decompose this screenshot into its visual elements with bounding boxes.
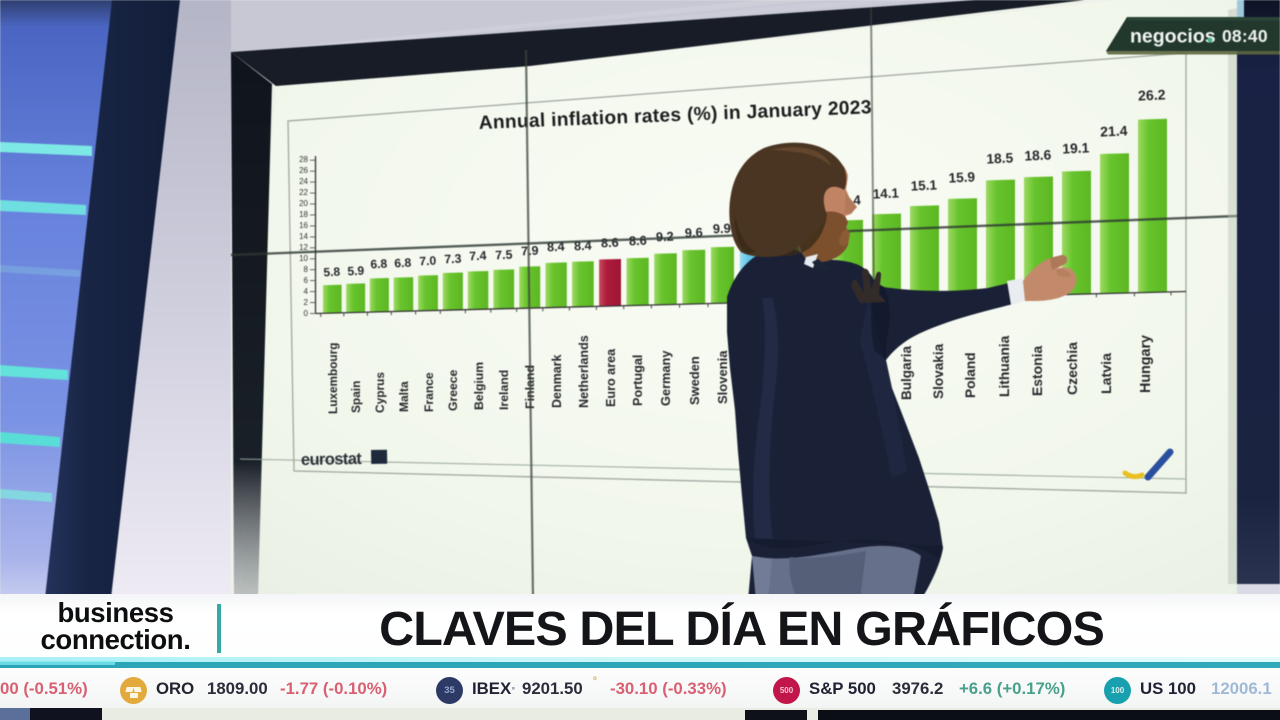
- svg-text:6: 6: [304, 276, 309, 285]
- svg-text:Cyprus: Cyprus: [373, 372, 387, 413]
- svg-text:Malta: Malta: [397, 381, 411, 412]
- svg-text:Denmark: Denmark: [550, 354, 564, 408]
- svg-text:France: France: [422, 372, 436, 412]
- svg-text:18.5: 18.5: [986, 150, 1014, 166]
- svg-text:6.8: 6.8: [394, 256, 412, 271]
- svg-text:15.9: 15.9: [948, 169, 976, 185]
- svg-text:Ireland: Ireland: [497, 370, 511, 410]
- svg-text:eurostat: eurostat: [301, 450, 363, 469]
- svg-text:2: 2: [304, 298, 309, 307]
- svg-text:5.9: 5.9: [347, 264, 365, 279]
- svg-text:Bulgaria: Bulgaria: [899, 345, 914, 400]
- svg-text:Portugal: Portugal: [631, 355, 645, 406]
- svg-text:7.5: 7.5: [495, 248, 513, 263]
- svg-text:Euro area: Euro area: [604, 348, 618, 407]
- svg-text:Latvia: Latvia: [1099, 353, 1115, 394]
- svg-text:9.2: 9.2: [656, 229, 674, 245]
- svg-text:8: 8: [304, 265, 309, 274]
- svg-text:28: 28: [299, 155, 308, 164]
- svg-text:Hungary: Hungary: [1138, 335, 1154, 393]
- svg-text:Czechia: Czechia: [1064, 342, 1080, 395]
- svg-text:negocios: negocios: [1130, 26, 1216, 48]
- svg-text:Lithuania: Lithuania: [997, 335, 1012, 397]
- svg-text:Slovenia: Slovenia: [715, 350, 730, 404]
- svg-text:Sweden: Sweden: [687, 356, 702, 405]
- svg-text:16: 16: [299, 221, 308, 230]
- svg-text:15.1: 15.1: [910, 177, 937, 193]
- svg-text:7.9: 7.9: [521, 244, 539, 259]
- svg-text:Estonia: Estonia: [1029, 346, 1045, 396]
- svg-text:10: 10: [299, 254, 308, 263]
- svg-text:Germany: Germany: [658, 350, 673, 406]
- svg-text:12: 12: [299, 243, 308, 252]
- svg-text:9.9: 9.9: [712, 221, 731, 237]
- svg-text:8.6: 8.6: [629, 233, 647, 249]
- svg-text:20: 20: [299, 199, 308, 208]
- svg-text:18: 18: [299, 210, 308, 219]
- svg-text:6.8: 6.8: [370, 257, 388, 272]
- svg-text:Greece: Greece: [446, 369, 460, 411]
- svg-text:8.6: 8.6: [601, 236, 619, 251]
- svg-text:24: 24: [299, 177, 308, 186]
- svg-text:Spain: Spain: [349, 381, 363, 413]
- svg-text:21.4: 21.4: [1100, 122, 1128, 139]
- svg-text:7.3: 7.3: [444, 252, 462, 267]
- svg-text:7.4: 7.4: [469, 249, 487, 264]
- svg-text:26: 26: [299, 166, 308, 175]
- svg-text:Slovakia: Slovakia: [931, 343, 946, 399]
- svg-text:Belgium: Belgium: [472, 362, 486, 410]
- svg-text:19.1: 19.1: [1062, 139, 1090, 156]
- svg-text:14.1: 14.1: [872, 185, 899, 201]
- svg-text:22: 22: [299, 188, 308, 197]
- svg-text:4: 4: [304, 287, 309, 296]
- svg-text:08:40: 08:40: [1222, 26, 1268, 46]
- svg-text:18.6: 18.6: [1024, 147, 1052, 163]
- svg-text:Poland: Poland: [963, 352, 978, 398]
- svg-text:14: 14: [299, 232, 308, 241]
- svg-text:Luxembourg: Luxembourg: [326, 343, 340, 414]
- svg-text:Netherlands: Netherlands: [577, 335, 591, 408]
- svg-text:5.8: 5.8: [323, 265, 341, 280]
- svg-text:0: 0: [304, 309, 309, 318]
- svg-text:7.0: 7.0: [419, 254, 437, 269]
- svg-text:26.2: 26.2: [1138, 86, 1166, 103]
